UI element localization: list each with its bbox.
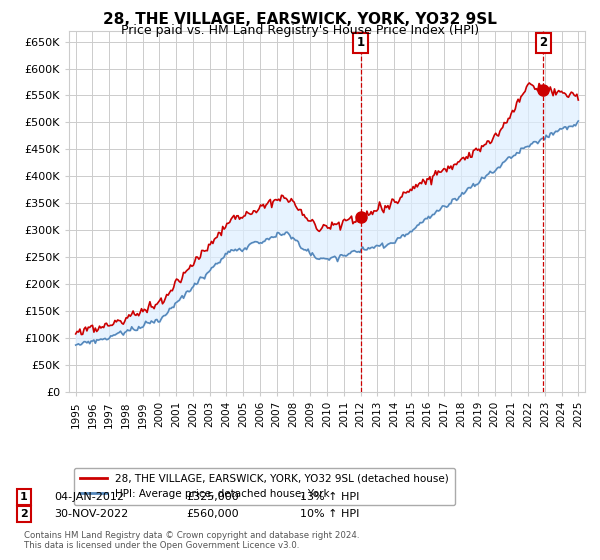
Text: 10% ↑ HPI: 10% ↑ HPI — [300, 509, 359, 519]
Text: 04-JAN-2012: 04-JAN-2012 — [54, 492, 124, 502]
Text: 13% ↑ HPI: 13% ↑ HPI — [300, 492, 359, 502]
Text: 1: 1 — [356, 36, 365, 49]
Text: 1: 1 — [20, 492, 28, 502]
Text: Price paid vs. HM Land Registry's House Price Index (HPI): Price paid vs. HM Land Registry's House … — [121, 24, 479, 36]
Text: Contains HM Land Registry data © Crown copyright and database right 2024.
This d: Contains HM Land Registry data © Crown c… — [24, 530, 359, 550]
Text: 30-NOV-2022: 30-NOV-2022 — [54, 509, 128, 519]
Text: £325,000: £325,000 — [186, 492, 239, 502]
Text: £560,000: £560,000 — [186, 509, 239, 519]
Legend: 28, THE VILLAGE, EARSWICK, YORK, YO32 9SL (detached house), HPI: Average price, : 28, THE VILLAGE, EARSWICK, YORK, YO32 9S… — [74, 468, 455, 505]
Text: 2: 2 — [20, 509, 28, 519]
Text: 2: 2 — [539, 36, 548, 49]
Text: 28, THE VILLAGE, EARSWICK, YORK, YO32 9SL: 28, THE VILLAGE, EARSWICK, YORK, YO32 9S… — [103, 12, 497, 27]
